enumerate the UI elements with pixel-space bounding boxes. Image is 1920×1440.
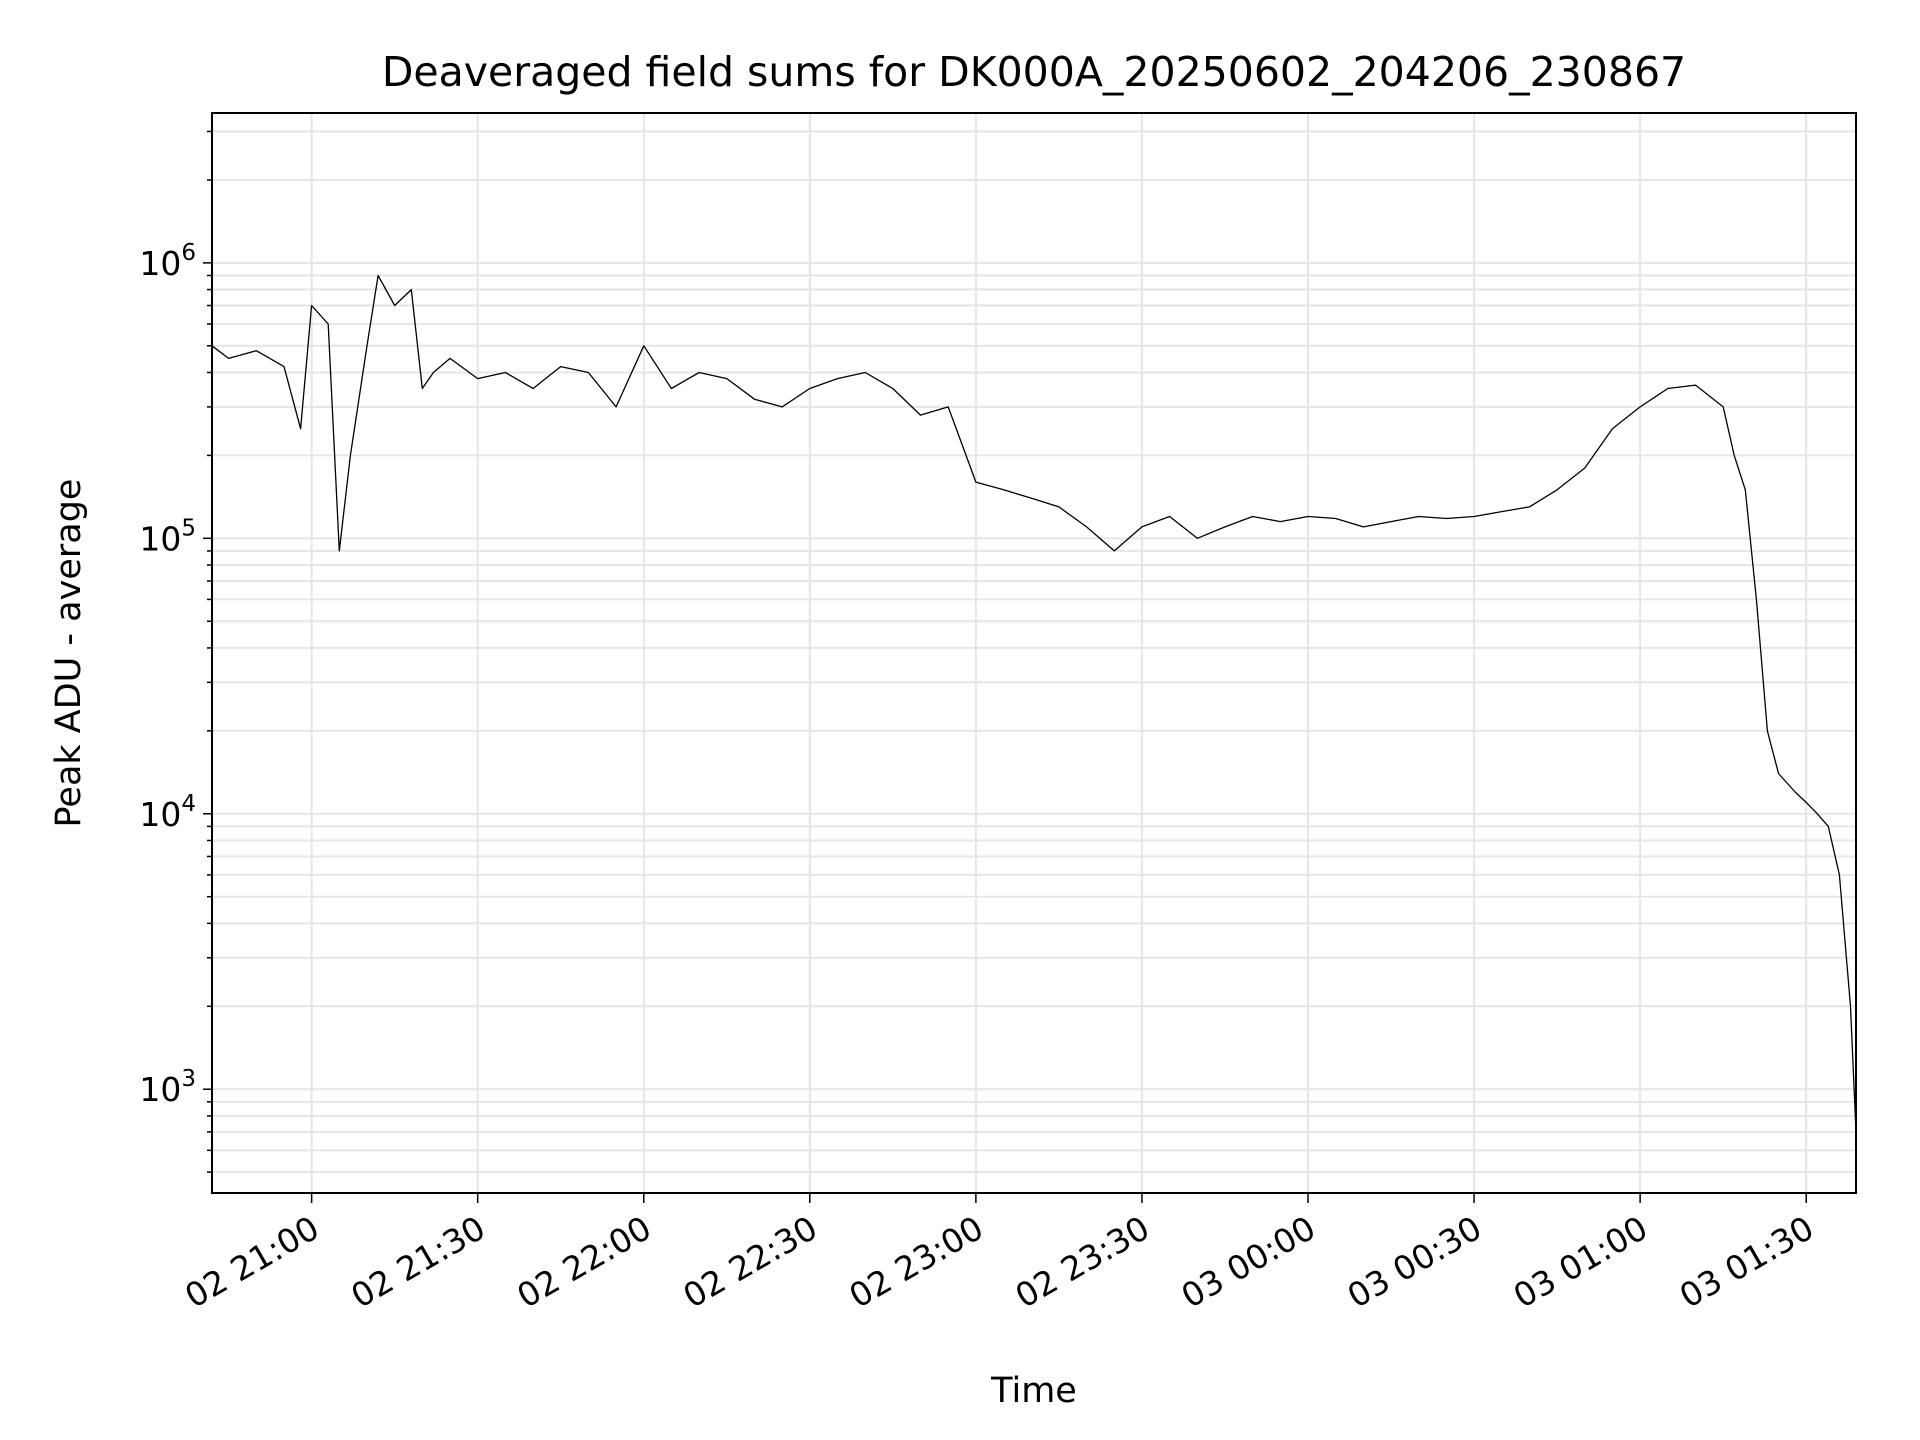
- plot-line-group: [211, 274, 1857, 1132]
- y-tick-label: 106: [139, 240, 196, 283]
- x-axis-label: Time: [990, 1371, 1077, 1411]
- chart-title: Deaveraged field sums for DK000A_2025060…: [382, 48, 1686, 96]
- y-tick-label: 105: [139, 515, 196, 558]
- y-tick-label: 104: [139, 791, 196, 834]
- y-tick-label: 103: [139, 1066, 196, 1109]
- series-line: [211, 274, 1857, 1132]
- y-axis: 103 104 105 106: [139, 130, 212, 1173]
- y-axis-label: Peak ADU - average: [49, 479, 89, 828]
- plot-frame: [211, 112, 1857, 1194]
- grid: [212, 113, 1856, 1193]
